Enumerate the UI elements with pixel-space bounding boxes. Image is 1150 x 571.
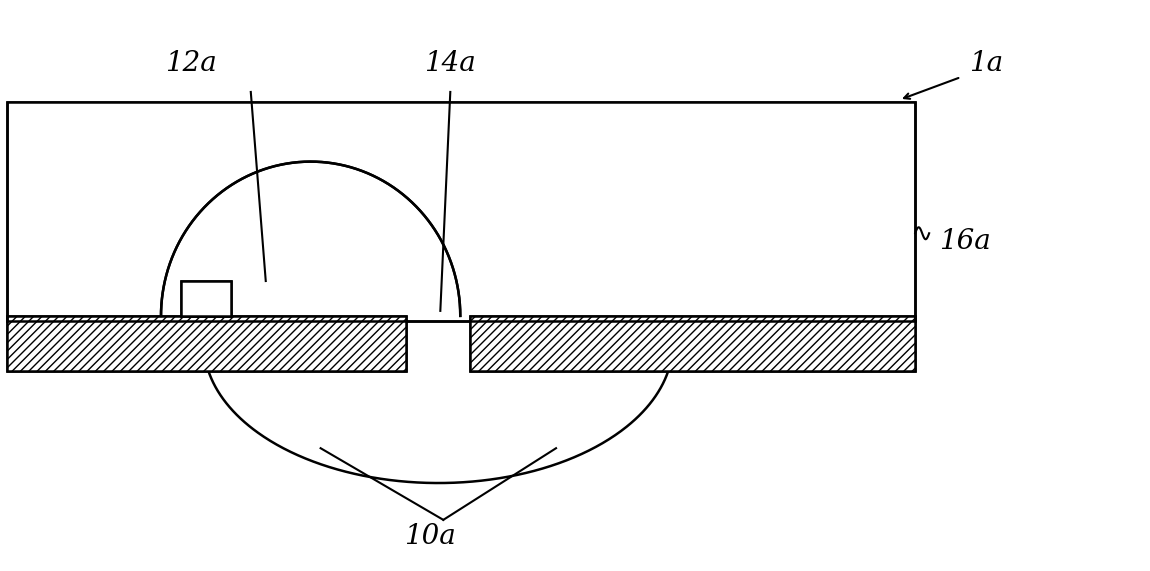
- Bar: [470, 316, 915, 371]
- Text: 16a: 16a: [940, 228, 991, 255]
- Bar: [7, 102, 915, 321]
- Bar: [470, 316, 915, 371]
- Text: 14a: 14a: [424, 50, 476, 77]
- Bar: [7, 316, 406, 371]
- Text: 1a: 1a: [969, 50, 1003, 77]
- Bar: [470, 316, 915, 371]
- Bar: [7, 316, 406, 371]
- Bar: [7, 316, 406, 371]
- Text: 10a: 10a: [405, 522, 457, 550]
- Text: 12a: 12a: [166, 50, 217, 77]
- Bar: [181, 281, 231, 316]
- Bar: [8, 103, 914, 320]
- Bar: [181, 281, 231, 316]
- Bar: [7, 102, 915, 321]
